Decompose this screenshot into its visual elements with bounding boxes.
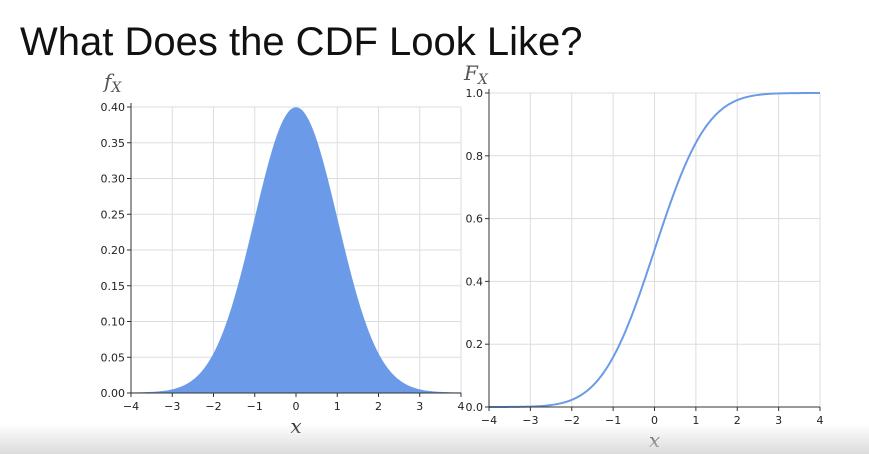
- x-tick-label: 3: [775, 414, 782, 427]
- y-tick-label: 0.05: [101, 351, 126, 364]
- y-axis-label-main: F: [463, 61, 479, 85]
- y-axis-label: fX: [102, 69, 122, 96]
- y-tick-label: 0.2: [466, 338, 484, 351]
- y-axis-label-subscript: X: [110, 80, 122, 96]
- x-tick-label: 4: [458, 400, 465, 413]
- x-tick-label: −3: [522, 414, 538, 427]
- x-tick-label: −3: [164, 400, 180, 413]
- y-tick-label: 0.4: [466, 275, 484, 288]
- pdf-area: [130, 107, 462, 394]
- y-tick-label: 0.8: [466, 150, 484, 163]
- x-tick-label: 1: [692, 414, 699, 427]
- y-tick-label: 1.0: [466, 87, 484, 100]
- x-tick-label: 0: [293, 400, 300, 413]
- y-tick-label: 0.0: [466, 401, 484, 414]
- y-tick-label: 0.10: [101, 316, 126, 329]
- y-tick-label: 0.35: [101, 137, 126, 150]
- x-tick-label: −1: [247, 400, 263, 413]
- y-axis-label: FX: [463, 61, 489, 88]
- x-tick-label: −4: [481, 414, 497, 427]
- y-tick-label: 0.20: [101, 244, 126, 257]
- x-tick-label: 4: [817, 414, 824, 427]
- x-tick-label: 2: [375, 400, 382, 413]
- y-tick-label: 0.15: [101, 280, 126, 293]
- x-tick-label: −4: [123, 400, 139, 413]
- y-tick-label: 0.6: [466, 213, 484, 226]
- x-tick-label: 2: [734, 414, 741, 427]
- y-tick-label: 0.25: [101, 208, 126, 221]
- y-tick-label: 0.00: [101, 387, 126, 400]
- x-tick-label: −2: [564, 414, 580, 427]
- pdf-chart: −4 −3 −2 −1 0 1 2 3 4 0.00 0.05 0.10 0.15 0.20 0.25 0.3…: [101, 69, 465, 438]
- x-tick-label: −2: [205, 400, 221, 413]
- x-tick-label: 1: [334, 400, 341, 413]
- x-tick-label: 0: [651, 414, 658, 427]
- x-tick-label: −1: [605, 414, 621, 427]
- slide-title: What Does the CDF Look Like?: [20, 20, 583, 64]
- cdf-line: [489, 92, 820, 408]
- y-tick-label: 0.30: [101, 173, 126, 186]
- x-tick-label: 3: [416, 400, 423, 413]
- y-axis-label-subscript: X: [477, 72, 489, 88]
- bottom-fade: [0, 424, 869, 454]
- y-tick-label: 0.40: [101, 101, 126, 114]
